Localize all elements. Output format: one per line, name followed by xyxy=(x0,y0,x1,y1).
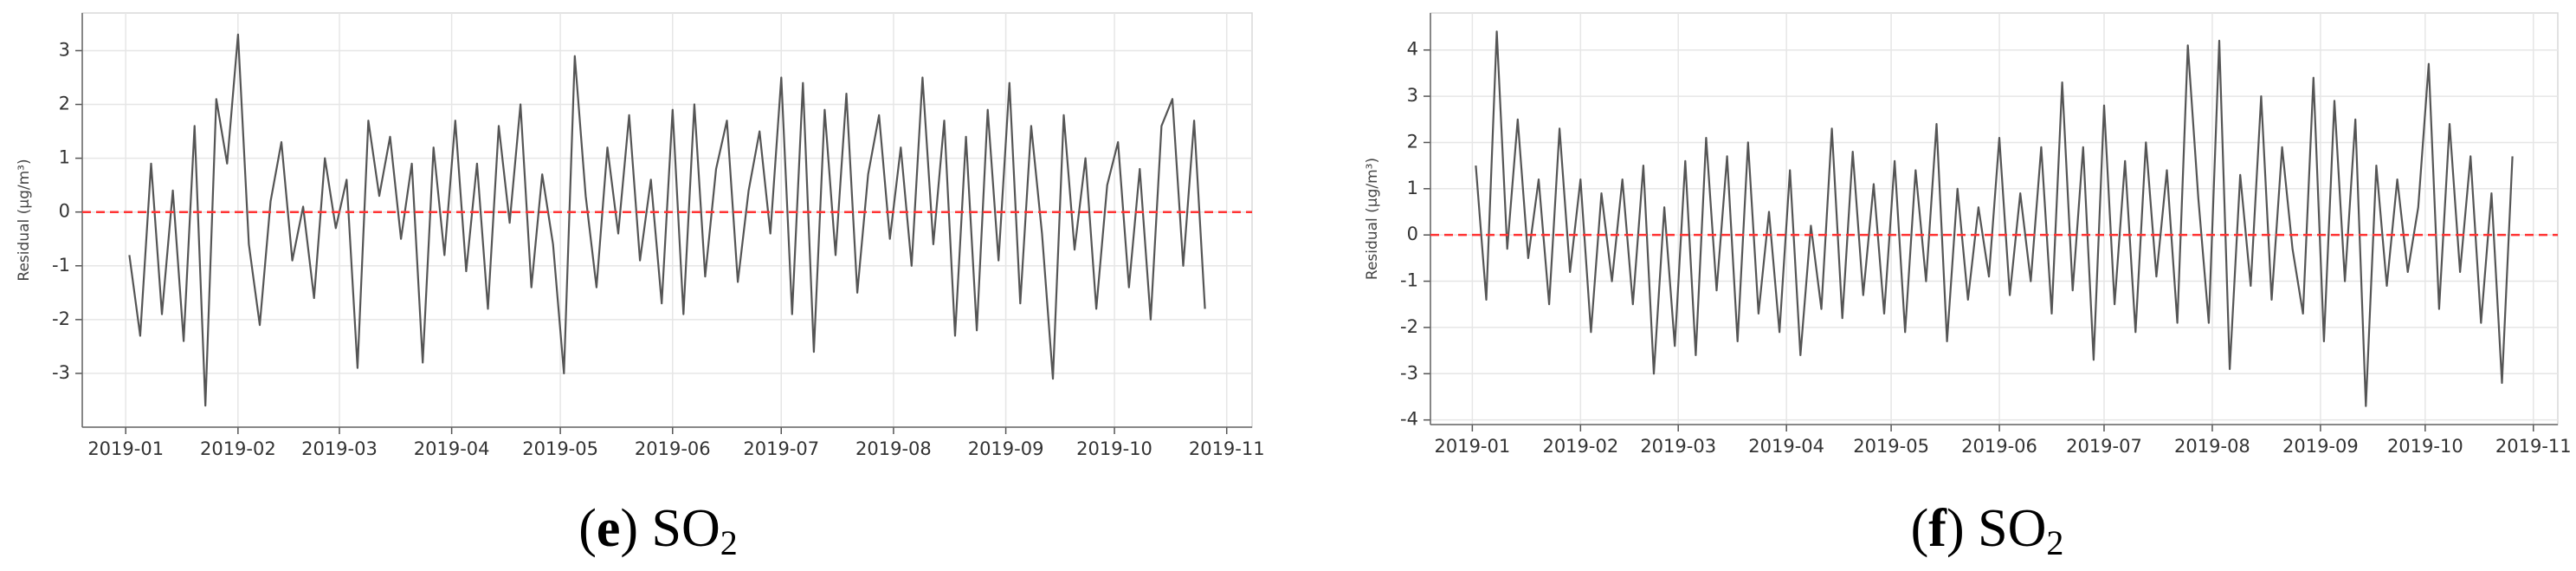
x-tick-label: 2019-04 xyxy=(1748,436,1824,457)
x-tick-label: 2019-07 xyxy=(2066,436,2142,457)
caption-part: ( xyxy=(1911,499,1929,558)
caption-part: 2 xyxy=(720,523,738,562)
caption: (f) SO2 xyxy=(1911,499,2064,562)
y-tick-label: 3 xyxy=(59,39,70,60)
x-tick-label: 2019-05 xyxy=(1853,436,1929,457)
y-axis-label: Residual (μg/m³) xyxy=(1364,158,1381,280)
x-tick-label: 2019-07 xyxy=(743,438,819,459)
y-tick-label: 0 xyxy=(1407,224,1418,244)
caption-part: ) SO xyxy=(620,499,720,558)
x-tick-label: 2019-05 xyxy=(522,438,598,459)
x-tick-label: 2019-06 xyxy=(635,438,711,459)
caption-part: f xyxy=(1928,499,1947,558)
caption-part: e xyxy=(597,499,621,558)
y-tick-label: 4 xyxy=(1407,39,1418,60)
y-tick-label: 2 xyxy=(1407,131,1418,152)
panel: -4 -3 -2 -1 0 1 2 3 4 2019-01 2019-02 2019-03 2019-0… xyxy=(1364,12,2572,562)
x-tick-label: 2019-01 xyxy=(1434,436,1510,457)
y-tick-label: 1 xyxy=(1407,178,1418,198)
panel: -3 -2 -1 0 1 2 3 2019-01 2019-02 2019-03 2019-04 20… xyxy=(16,12,1265,562)
x-tick-label: 2019-02 xyxy=(200,438,276,459)
x-tick-label: 2019-08 xyxy=(855,438,932,459)
x-tick-label: 2019-08 xyxy=(2174,436,2250,457)
y-tick-label: -2 xyxy=(52,308,70,329)
y-tick-label: -1 xyxy=(1400,270,1418,291)
x-tick-label: 2019-01 xyxy=(87,438,164,459)
y-tick-label: 3 xyxy=(1407,85,1418,106)
caption-part: ) SO xyxy=(1947,499,2046,558)
x-tick-label: 2019-10 xyxy=(1076,438,1152,459)
caption-part: 2 xyxy=(2046,523,2063,562)
series-line xyxy=(1475,30,2514,407)
x-tick-label: 2019-04 xyxy=(414,438,490,459)
y-tick-label: -4 xyxy=(1400,409,1418,430)
y-tick-label: -3 xyxy=(52,362,70,383)
caption: (e) SO2 xyxy=(578,499,738,562)
x-tick-label: 2019-10 xyxy=(2387,436,2463,457)
x-tick-label: 2019-09 xyxy=(2282,436,2359,457)
x-tick-label: 2019-11 xyxy=(1189,438,1265,459)
y-tick-label: 0 xyxy=(59,201,70,222)
y-tick-label: -1 xyxy=(52,255,70,276)
y-tick-label: 2 xyxy=(59,94,70,114)
y-axis-label: Residual (μg/m³) xyxy=(16,159,33,281)
x-tick-label: 2019-06 xyxy=(1961,436,2037,457)
x-tick-label: 2019-09 xyxy=(968,438,1044,459)
series-line xyxy=(128,33,1206,407)
x-tick-label: 2019-11 xyxy=(2495,436,2572,457)
y-tick-label: -2 xyxy=(1400,316,1418,337)
caption-part: ( xyxy=(578,499,597,558)
x-tick-label: 2019-02 xyxy=(1542,436,1618,457)
y-tick-label: 1 xyxy=(59,147,70,168)
y-tick-label: -3 xyxy=(1400,362,1418,383)
x-tick-label: 2019-03 xyxy=(301,438,378,459)
x-tick-label: 2019-03 xyxy=(1640,436,1716,457)
